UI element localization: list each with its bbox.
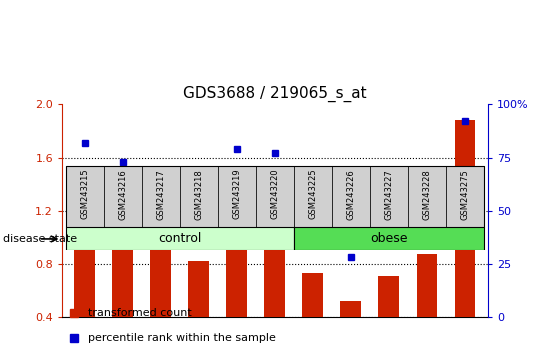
Bar (66, 166, 104, 227)
Bar (408, 166, 446, 227)
Bar (446, 166, 484, 227)
Text: transformed count: transformed count (87, 308, 191, 318)
Bar (294, 166, 332, 227)
Text: GSM243228: GSM243228 (423, 169, 431, 219)
Bar (294, 227, 484, 250)
Bar (180, 166, 218, 227)
Text: GSM243218: GSM243218 (195, 169, 203, 219)
Text: GSM243225: GSM243225 (308, 169, 317, 219)
Bar (74, 181, 95, 317)
Text: GSM243216: GSM243216 (119, 169, 127, 219)
Bar (256, 166, 294, 227)
Bar (66, 227, 294, 250)
Bar (454, 120, 475, 317)
Bar (370, 166, 408, 227)
Text: GSM243220: GSM243220 (271, 169, 279, 219)
Text: percentile rank within the sample: percentile rank within the sample (87, 333, 275, 343)
Text: GSM243275: GSM243275 (460, 169, 469, 219)
Bar (417, 255, 438, 317)
Text: obese: obese (370, 232, 407, 245)
Text: GSM243217: GSM243217 (156, 169, 165, 219)
Bar (226, 200, 247, 317)
Bar (378, 276, 399, 317)
Title: GDS3688 / 219065_s_at: GDS3688 / 219065_s_at (183, 85, 367, 102)
Text: GSM243215: GSM243215 (80, 169, 89, 219)
Text: GSM243219: GSM243219 (232, 169, 241, 219)
Bar (189, 261, 209, 317)
Bar (341, 301, 361, 317)
Bar (112, 230, 133, 317)
Bar (302, 273, 323, 317)
Bar (265, 208, 285, 317)
Text: GSM243226: GSM243226 (347, 169, 355, 219)
Bar (142, 166, 180, 227)
Text: control: control (158, 232, 202, 245)
Bar (332, 166, 370, 227)
Text: disease state: disease state (3, 234, 77, 244)
Text: GSM243227: GSM243227 (384, 169, 393, 219)
Bar (150, 241, 171, 317)
Bar (104, 166, 142, 227)
Bar (218, 166, 256, 227)
